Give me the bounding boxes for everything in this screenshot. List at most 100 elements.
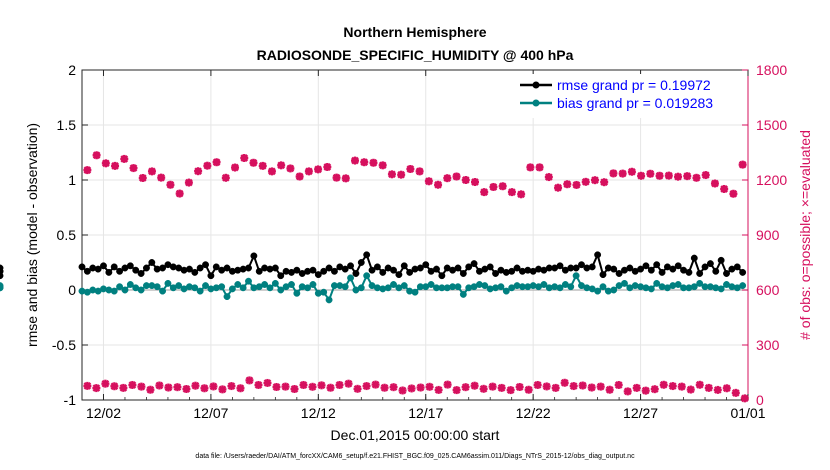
obs-evaluated-point xyxy=(308,382,317,391)
obs-possible-marker-stroke xyxy=(258,162,267,170)
obs-possible-marker-stroke xyxy=(554,183,562,192)
obs-possible-marker xyxy=(674,172,683,181)
obs-evaluated-point xyxy=(443,380,452,389)
obs-evaluated-point-stroke xyxy=(704,384,713,392)
rmse-point xyxy=(690,254,698,262)
rmse-point xyxy=(486,263,494,271)
bias-point xyxy=(126,281,134,288)
obs-evaluated-point-stroke xyxy=(416,383,425,392)
bias-point xyxy=(481,282,489,290)
obs-evaluated-point-stroke xyxy=(389,383,398,392)
rmse-point xyxy=(309,266,317,274)
x-tick-label: 12/12 xyxy=(301,405,336,421)
rmse-point xyxy=(578,261,585,269)
obs-evaluated-point-stroke xyxy=(596,382,605,391)
obs-evaluated-point-stroke xyxy=(245,376,254,385)
rmse-point xyxy=(492,270,500,277)
obs-evaluated-point-stroke xyxy=(659,380,668,389)
bias-point xyxy=(245,277,252,285)
rmse-point xyxy=(116,267,124,275)
rmse-point xyxy=(669,265,677,273)
obs-evaluated-point xyxy=(641,386,650,395)
obs-possible-marker-stroke xyxy=(664,171,673,180)
obs-possible-marker-stroke xyxy=(535,163,544,172)
obs-evaluated-point-stroke xyxy=(470,381,479,390)
obs-evaluated-point-stroke xyxy=(236,384,245,393)
obs-evaluated-point-stroke xyxy=(605,385,614,394)
rmse-point xyxy=(400,262,408,270)
obs-possible-marker-stroke xyxy=(434,180,442,189)
obs-evaluated-point xyxy=(488,382,497,391)
obs-possible-marker xyxy=(369,158,378,167)
obs-possible-marker-stroke xyxy=(618,169,627,178)
rmse-point xyxy=(330,267,338,275)
bias-point xyxy=(674,281,682,288)
rmse-point xyxy=(701,263,709,271)
obs-evaluated-point xyxy=(236,384,245,393)
obs-possible-marker xyxy=(203,161,212,170)
obs-evaluated-point-stroke xyxy=(83,382,92,390)
obs-evaluated-point xyxy=(578,381,587,390)
obs-possible-marker xyxy=(415,167,424,176)
obs-possible-marker xyxy=(443,174,452,183)
obs-possible-marker xyxy=(554,183,563,192)
bias-point xyxy=(202,282,209,290)
obs-possible-marker xyxy=(286,164,295,173)
obs-possible-marker xyxy=(489,182,498,191)
obs-possible-marker xyxy=(517,190,526,199)
obs-possible-marker-stroke xyxy=(369,158,378,167)
rmse-point xyxy=(352,270,360,277)
rmse-point xyxy=(255,267,263,275)
rmse-point xyxy=(191,268,199,276)
obs-evaluated-point-stroke xyxy=(560,378,569,387)
bias-point xyxy=(400,282,408,290)
obs-possible-marker-stroke xyxy=(268,167,276,176)
obs-possible-marker-stroke xyxy=(277,161,286,170)
y-tick-label-left: -1 xyxy=(64,392,77,408)
obs-possible-marker-stroke xyxy=(101,159,110,168)
obs-evaluated-point-stroke xyxy=(281,382,290,391)
rmse-point xyxy=(406,268,414,276)
obs-possible-marker-stroke xyxy=(489,183,498,191)
obs-evaluated-point xyxy=(551,383,560,392)
obs-possible-marker-stroke xyxy=(157,173,166,182)
obs-evaluated-point xyxy=(353,384,362,393)
bias-point xyxy=(191,284,199,292)
bias-point xyxy=(239,284,247,292)
rmse-point xyxy=(159,264,167,272)
y-tick-label-right: 0 xyxy=(756,392,764,408)
obs-possible-marker-stroke xyxy=(480,188,489,196)
obs-evaluated-point-stroke xyxy=(155,381,164,390)
rmse-point xyxy=(207,272,215,280)
obs-possible-marker xyxy=(692,173,701,182)
obs-evaluated-point xyxy=(497,383,506,392)
obs-evaluated-point xyxy=(227,382,236,391)
rmse-point xyxy=(723,270,730,277)
obs-evaluated-point xyxy=(569,382,578,391)
rmse-point xyxy=(202,261,209,269)
rmse-point xyxy=(615,270,623,277)
obs-possible-marker xyxy=(120,154,129,163)
obs-evaluated-point-stroke xyxy=(308,382,317,391)
obs-possible-marker-stroke xyxy=(194,167,202,176)
obs-evaluated-point-stroke xyxy=(362,382,371,390)
rmse-point xyxy=(658,268,666,276)
obs-possible-marker xyxy=(314,165,323,174)
obs-evaluated-point xyxy=(371,380,380,389)
rmse-point xyxy=(110,263,118,271)
rmse-point xyxy=(293,266,301,274)
obs-possible-marker xyxy=(111,161,120,170)
rmse-point xyxy=(637,265,645,273)
bias-point xyxy=(277,286,285,294)
obs-evaluated-point xyxy=(200,384,209,393)
bias-point xyxy=(261,281,269,288)
obs-evaluated-point xyxy=(524,385,533,394)
obs-evaluated-point xyxy=(560,378,569,387)
rmse-point xyxy=(223,264,231,272)
bias-point xyxy=(271,279,279,287)
obs-possible-marker xyxy=(452,172,461,181)
legend-bias-label: bias grand pr = 0.019283 xyxy=(557,95,713,111)
rmse-point xyxy=(588,263,596,271)
rmse-point xyxy=(314,271,322,279)
obs-possible-marker xyxy=(138,173,147,182)
